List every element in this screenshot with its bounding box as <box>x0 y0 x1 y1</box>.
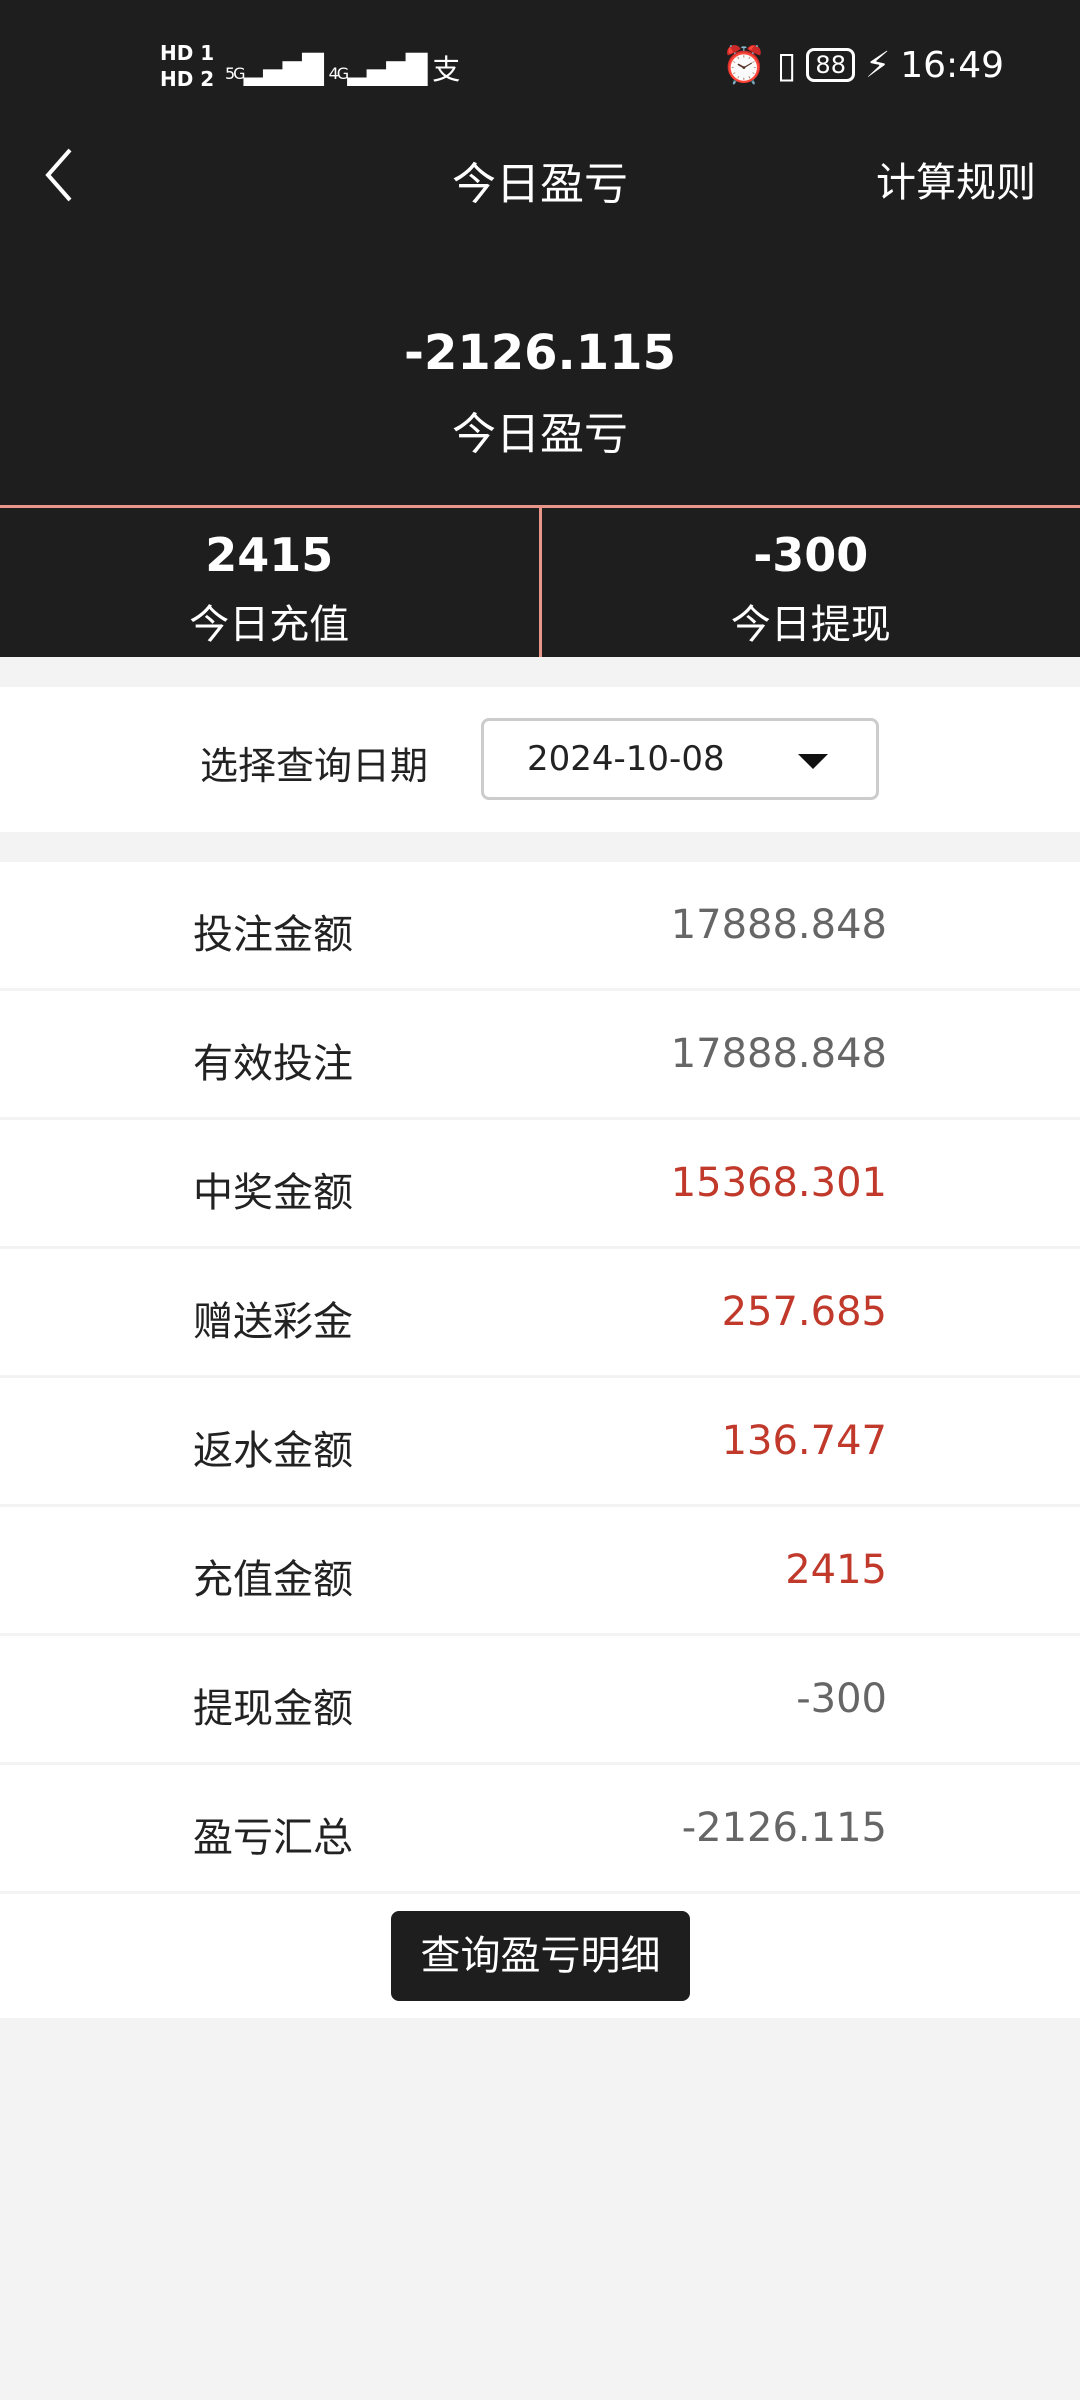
list-item: 投注金额 17888.848 <box>0 862 1080 991</box>
row-value: 257.685 <box>721 1289 887 1335</box>
stats-bar: 2415 今日充值 -300 今日提现 <box>0 505 1080 657</box>
row-value: -2126.115 <box>681 1805 887 1851</box>
list-item: 盈亏汇总 -2126.115 <box>0 1765 1080 1894</box>
row-label: 赠送彩金 <box>193 1299 353 1345</box>
list-item: 充值金额 2415 <box>0 1507 1080 1636</box>
signal2-label: 4G <box>328 64 350 83</box>
caret-down-icon <box>798 754 828 769</box>
row-value: 136.747 <box>721 1418 887 1464</box>
row-value: 17888.848 <box>670 902 887 948</box>
row-value: 2415 <box>785 1547 887 1593</box>
row-label: 投注金额 <box>193 912 353 958</box>
stat-deposit: 2415 今日充值 <box>0 508 542 657</box>
list-item: 赠送彩金 257.685 <box>0 1249 1080 1378</box>
row-label: 中奖金额 <box>193 1170 353 1216</box>
list-item: 提现金额 -300 <box>0 1636 1080 1765</box>
signal-icon: 5G▂▄▆█ 4G▂▄▆█ 支 <box>225 53 460 86</box>
today-pnl-value: -2126.115 <box>404 325 676 381</box>
list-item: 中奖金额 15368.301 <box>0 1120 1080 1249</box>
summary-list: 投注金额 17888.848 有效投注 17888.848 中奖金额 15368.301 赠… <box>0 862 1080 1894</box>
alipay-icon: 支 <box>432 53 460 86</box>
date-value: 2024-10-08 <box>527 739 725 779</box>
sim1-label: HD 1 <box>160 41 215 65</box>
row-label: 盈亏汇总 <box>193 1815 353 1861</box>
date-select[interactable]: 2024-10-08 <box>481 718 879 800</box>
row-label: 有效投注 <box>193 1041 353 1087</box>
status-bar: HD 1 HD 2 5G▂▄▆█ 4G▂▄▆█ 支 ⏰ ▯ 88 ⚡ 16:49 <box>0 0 1080 130</box>
charging-icon: ⚡ <box>864 44 891 86</box>
alarm-icon: ⏰ <box>721 45 767 86</box>
battery-icon: 88 <box>806 48 855 82</box>
clock: 16:49 <box>900 44 1004 86</box>
header-panel: HD 1 HD 2 5G▂▄▆█ 4G▂▄▆█ 支 ⏰ ▯ 88 ⚡ 16:49 … <box>0 0 1080 505</box>
date-filter: 选择查询日期 2024-10-08 <box>0 687 1080 832</box>
stat-withdraw: -300 今日提现 <box>542 508 1080 657</box>
sim-indicators: HD 1 HD 2 <box>160 40 214 92</box>
row-label: 提现金额 <box>193 1686 353 1732</box>
row-label: 充值金额 <box>193 1557 353 1603</box>
row-value: 15368.301 <box>670 1160 887 1206</box>
row-value: -300 <box>796 1676 887 1722</box>
list-item: 有效投注 17888.848 <box>0 991 1080 1120</box>
calc-rules-link[interactable]: 计算规则 <box>876 160 1036 206</box>
list-item: 返水金额 136.747 <box>0 1378 1080 1507</box>
sim2-label: HD 2 <box>160 67 215 91</box>
date-label: 选择查询日期 <box>200 744 429 788</box>
today-pnl-label: 今日盈亏 <box>452 409 628 460</box>
stat-label: 今日提现 <box>730 602 891 648</box>
button-section: 查询盈亏明细 <box>0 1894 1080 2018</box>
chevron-left-icon <box>45 148 72 202</box>
stat-value: -300 <box>753 528 869 582</box>
stat-label: 今日充值 <box>189 602 350 648</box>
row-label: 返水金额 <box>193 1428 353 1474</box>
signal1-label: 5G <box>225 64 246 83</box>
page-title: 今日盈亏 <box>452 159 628 210</box>
vibrate-icon: ▯ <box>776 44 797 86</box>
row-value: 17888.848 <box>670 1031 887 1077</box>
stat-value: 2415 <box>205 528 334 582</box>
query-detail-button[interactable]: 查询盈亏明细 <box>391 1911 690 2001</box>
back-button[interactable] <box>40 145 90 205</box>
